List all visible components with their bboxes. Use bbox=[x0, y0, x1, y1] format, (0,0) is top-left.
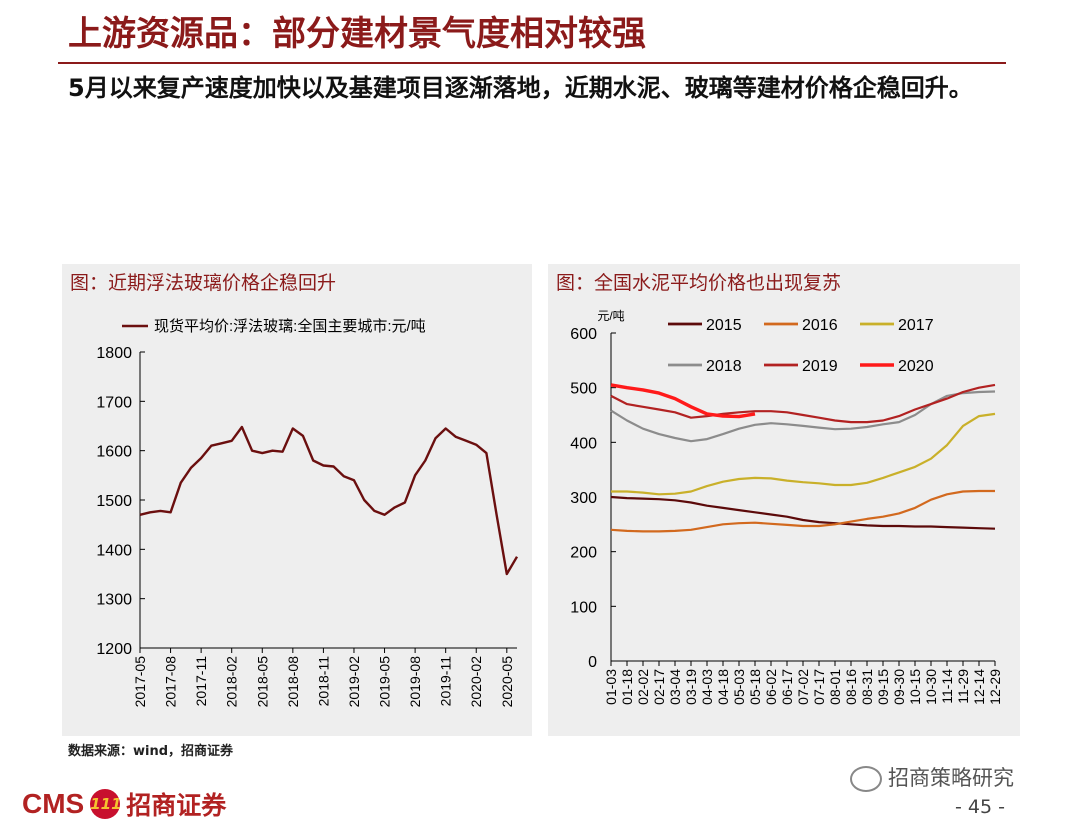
cement-x-tick-label: 04-03 bbox=[699, 669, 715, 705]
glass-x-tick-label: 2019-02 bbox=[346, 656, 362, 708]
cement-x-tick-label: 01-03 bbox=[603, 669, 619, 705]
glass-y-tick-label: 1300 bbox=[96, 592, 132, 609]
glass-x-tick-label: 2018-08 bbox=[285, 656, 301, 708]
wechat-account-name: 招商策略研究 bbox=[888, 766, 1014, 790]
cement-x-tick-label: 01-18 bbox=[619, 669, 635, 705]
glass-y-tick-label: 1600 bbox=[96, 444, 132, 461]
cement-chart-title: 图：全国水泥平均价格也出现复苏 bbox=[556, 272, 842, 294]
glass-x-tick-label: 2019-05 bbox=[377, 656, 393, 708]
glass-x-tick-label: 2019-11 bbox=[438, 656, 454, 707]
cement-x-tick-label: 07-17 bbox=[811, 669, 827, 705]
glass-y-tick-label: 1500 bbox=[96, 493, 132, 510]
glass-x-tick-label: 2019-08 bbox=[407, 656, 423, 708]
cement-series-line-2015 bbox=[610, 495, 996, 530]
cement-x-tick-label: 04-18 bbox=[715, 669, 731, 705]
glass-y-tick-label: 1700 bbox=[96, 394, 132, 411]
glass-chart-title: 图：近期浮法玻璃价格企稳回升 bbox=[70, 272, 337, 294]
cement-x-tick-label: 07-02 bbox=[795, 669, 811, 705]
cement-series-line-2017 bbox=[611, 412, 996, 496]
cement-y-tick-label: 300 bbox=[570, 490, 597, 507]
glass-legend-label: 现货平均价:浮法玻璃:全国主要城市:元/吨 bbox=[154, 317, 426, 335]
cement-x-tick-label: 12-14 bbox=[971, 669, 987, 705]
cement-x-tick-label: 03-19 bbox=[683, 669, 699, 705]
cement-y-tick-label: 0 bbox=[588, 654, 597, 671]
cement-legend-label-2019: 2019 bbox=[802, 358, 838, 375]
cement-legend-label-2015: 2015 bbox=[706, 317, 742, 334]
logo-badge-icon: 111 bbox=[90, 789, 122, 819]
glass-x-tick-label: 2017-05 bbox=[132, 656, 148, 708]
glass-y-tick-label: 1200 bbox=[96, 641, 132, 658]
glass-y-tick-label: 1800 bbox=[96, 345, 132, 362]
cement-x-tick-label: 05-18 bbox=[747, 669, 763, 705]
data-source-note: 数据来源：wind，招商证券 bbox=[68, 744, 234, 759]
page-subtitle: 5月以来复产速度加快以及基建项目逐渐落地，近期水泥、玻璃等建材价格企稳回升。 bbox=[68, 74, 973, 102]
cement-legend-label-2016: 2016 bbox=[802, 317, 838, 334]
glass-price-line bbox=[139, 425, 519, 576]
glass-x-tick-label: 2020-02 bbox=[468, 656, 484, 708]
cement-y-tick-label: 400 bbox=[570, 435, 597, 452]
cement-y-tick-label: 600 bbox=[570, 326, 597, 343]
page-number: - 45 - bbox=[955, 796, 1005, 818]
cement-x-tick-label: 08-31 bbox=[859, 669, 875, 705]
cement-x-tick-label: 09-15 bbox=[875, 669, 891, 705]
cement-series-line-2019 bbox=[610, 383, 996, 424]
cement-x-tick-label: 02-02 bbox=[635, 669, 651, 705]
cement-legend-label-2017: 2017 bbox=[898, 317, 934, 334]
cement-x-tick-label: 08-01 bbox=[827, 669, 843, 705]
cement-y-tick-label: 500 bbox=[570, 381, 597, 398]
cement-x-tick-label: 08-16 bbox=[843, 669, 859, 705]
cement-x-tick-label: 09-30 bbox=[891, 669, 907, 705]
glass-x-tick-label: 2017-11 bbox=[193, 656, 209, 707]
cement-y-tick-label: 200 bbox=[570, 545, 597, 562]
logo-company-name: 招商证券 bbox=[126, 791, 227, 820]
cement-unit-label: 元/吨 bbox=[597, 309, 624, 323]
glass-x-tick-label: 2018-05 bbox=[254, 656, 270, 708]
cement-x-tick-label: 12-29 bbox=[987, 669, 1003, 705]
cement-chart-panel: 图：全国水泥平均价格也出现复苏 元/吨 600 500 400 300 200 100 0 01… bbox=[548, 264, 1020, 736]
wechat-icon bbox=[850, 766, 882, 792]
cement-series-line-2018 bbox=[610, 390, 996, 443]
wechat-account: 招商策略研究 bbox=[850, 762, 1014, 792]
cement-series-line-2020 bbox=[610, 383, 756, 419]
cement-x-tick-label: 10-15 bbox=[907, 669, 923, 705]
cement-x-tick-label: 11-14 bbox=[939, 669, 955, 704]
page-title: 上游资源品：部分建材景气度相对较强 bbox=[68, 14, 646, 54]
company-logo: CMS 111 招商证券 bbox=[22, 786, 226, 822]
title-divider bbox=[58, 62, 1006, 64]
logo-cms-text: CMS bbox=[22, 788, 85, 819]
glass-y-tick-label: 1400 bbox=[96, 542, 132, 559]
cement-legend-label-2020: 2020 bbox=[898, 358, 934, 375]
cement-x-tick-label: 02-17 bbox=[651, 669, 667, 705]
cement-x-tick-label: 05-03 bbox=[731, 669, 747, 705]
glass-x-tick-label: 2018-02 bbox=[224, 656, 240, 708]
glass-x-tick-label: 2017-08 bbox=[163, 656, 179, 708]
cement-x-tick-label: 10-30 bbox=[923, 669, 939, 705]
cement-x-tick-label: 11-29 bbox=[955, 669, 971, 704]
cement-legend-label-2018: 2018 bbox=[706, 358, 742, 375]
glass-chart-panel: 图：近期浮法玻璃价格企稳回升 1800 1700 1600 1500 1400 1300 1… bbox=[62, 264, 532, 736]
glass-x-tick-label: 2020-05 bbox=[499, 656, 515, 708]
cement-y-tick-label: 100 bbox=[570, 599, 597, 616]
cement-series-line-2016 bbox=[610, 489, 995, 533]
cement-x-tick-label: 03-04 bbox=[667, 669, 683, 705]
cement-x-tick-label: 06-17 bbox=[779, 669, 795, 705]
cement-x-tick-label: 06-02 bbox=[763, 669, 779, 705]
glass-x-tick-label: 2018-11 bbox=[315, 656, 331, 707]
